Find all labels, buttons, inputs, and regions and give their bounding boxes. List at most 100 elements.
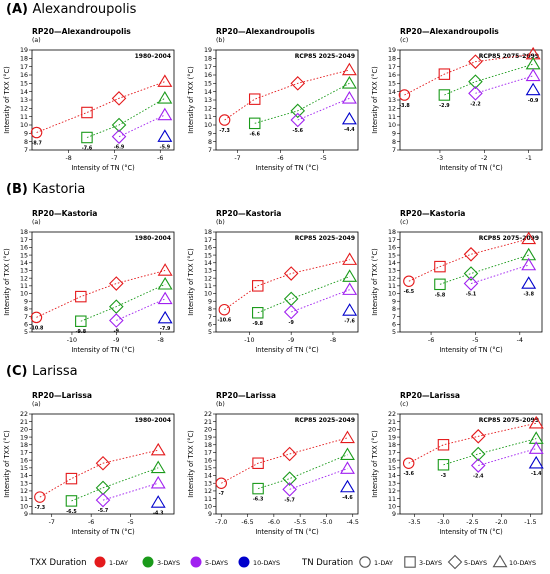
y-tick-label: 18: [388, 56, 396, 63]
panel-sublabel: (a): [32, 37, 41, 44]
data-point: [468, 74, 483, 89]
data-point: [403, 275, 415, 287]
y-tick-label: 16: [388, 72, 396, 79]
legend-color-swatch: [142, 556, 154, 568]
y-tick-label: 11: [20, 283, 28, 290]
data-point: [528, 441, 544, 454]
x-tick-label: -10: [244, 337, 254, 344]
y-tick-label: 19: [204, 47, 212, 54]
legend-shape-swatch: [447, 554, 463, 570]
y-tick-label: 14: [204, 473, 212, 480]
y-tick-label: 16: [20, 72, 28, 79]
data-point: [218, 303, 231, 316]
x-tick-label: -3.0: [437, 519, 449, 526]
x-tick-label: -5: [472, 337, 478, 344]
y-tick-label: 9: [392, 511, 396, 518]
y-tick-label: 20: [388, 427, 396, 434]
y-tick-label: 7: [208, 147, 212, 154]
y-tick-label: 19: [20, 434, 28, 441]
y-tick-label: 8: [392, 139, 396, 146]
series-line: [221, 437, 348, 484]
data-point: [525, 68, 541, 82]
data-point: [157, 107, 173, 121]
data-point: [34, 491, 46, 503]
y-tick-label: 16: [204, 72, 212, 79]
y-tick-label: 18: [20, 442, 28, 449]
tn-value-label: -3.6: [403, 471, 414, 477]
y-tick-label: 13: [204, 268, 212, 275]
y-tick-label: 7: [392, 147, 396, 154]
tn-value-label: -2.9: [439, 103, 450, 109]
y-tick-label: 5: [392, 329, 396, 336]
series-line: [408, 238, 529, 282]
y-axis-label: Intensity of TXX (°C): [371, 66, 379, 133]
legend-label: 3-DAYS: [419, 559, 442, 567]
y-tick-label: 14: [20, 473, 28, 480]
x-axis-label: Intensity of TN (°C): [255, 528, 318, 536]
tn-value-label: -7.3: [219, 128, 230, 134]
panel-title: RP20—Kastoria: [400, 209, 465, 218]
data-point: [437, 459, 450, 471]
panel-title: RP20—Larissa: [216, 391, 276, 400]
legend-shape-swatch: [492, 554, 508, 568]
data-point: [290, 76, 306, 91]
period-label: RCP85 2025–2049: [295, 53, 355, 60]
data-point: [283, 266, 299, 281]
y-tick-label: 8: [208, 139, 212, 146]
chart-panel-alexandroupolis-c: RP20—Alexandroupolis(c) RCP85 2075–2099 78…: [371, 27, 543, 172]
section-letter: (A): [6, 2, 28, 17]
y-tick-label: 17: [20, 64, 28, 71]
tn-value-label: -5.1: [466, 292, 477, 298]
data-point: [470, 429, 486, 444]
data-point: [341, 62, 357, 76]
y-tick-label: 11: [20, 114, 28, 121]
y-tick-label: 14: [20, 89, 28, 96]
data-point: [528, 415, 544, 429]
y-tick-label: 15: [388, 81, 396, 88]
y-tick-label: 5: [208, 329, 212, 336]
data-point: [340, 430, 355, 444]
plot-area: [215, 231, 359, 333]
x-tick-label: -8: [158, 337, 164, 344]
x-axis-label: Intensity of TN (°C): [255, 164, 318, 172]
y-tick-label: 10: [20, 504, 28, 511]
y-tick-label: 10: [388, 504, 396, 511]
panel-sublabel: (b): [216, 37, 225, 44]
data-point: [111, 129, 127, 144]
y-tick-label: 6: [208, 322, 212, 329]
y-tick-label: 13: [204, 97, 212, 104]
y-tick-label: 5: [24, 329, 28, 336]
data-point: [111, 91, 127, 106]
y-tick-label: 16: [204, 457, 212, 464]
data-point: [470, 458, 486, 473]
y-tick-label: 13: [204, 480, 212, 487]
data-point: [109, 313, 124, 328]
x-tick-label: -4: [517, 337, 523, 344]
y-tick-label: 12: [20, 275, 28, 282]
data-point: [340, 447, 355, 460]
series-line: [224, 259, 350, 311]
data-point: [109, 276, 124, 291]
tn-value-label: -2.2: [470, 101, 481, 107]
data-point: [402, 457, 415, 469]
series-line: [291, 289, 350, 313]
data-point: [342, 282, 358, 295]
tn-value-label: -7.9: [160, 326, 171, 332]
tn-value-label: -6.5: [404, 289, 415, 295]
tn-value-label: -5.9: [160, 145, 171, 151]
y-tick-label: 17: [20, 237, 28, 244]
x-tick-label: -9: [288, 337, 294, 344]
data-point: [341, 76, 357, 89]
x-tick-label: -5.5: [294, 519, 306, 526]
legend-label: 3-DAYS: [157, 559, 180, 567]
data-point: [111, 117, 127, 133]
data-point: [282, 471, 297, 486]
tn-value-label: -9: [289, 320, 295, 326]
y-tick-label: 9: [24, 131, 28, 138]
legend-title-txx: TXX Duration: [29, 558, 86, 568]
x-tick-label: -9: [113, 337, 119, 344]
y-tick-label: 21: [204, 419, 212, 426]
data-point: [463, 276, 479, 291]
panel-title: RP20—Alexandroupolis: [216, 27, 315, 36]
y-axis-label: Intensity of TXX (°C): [187, 430, 195, 497]
